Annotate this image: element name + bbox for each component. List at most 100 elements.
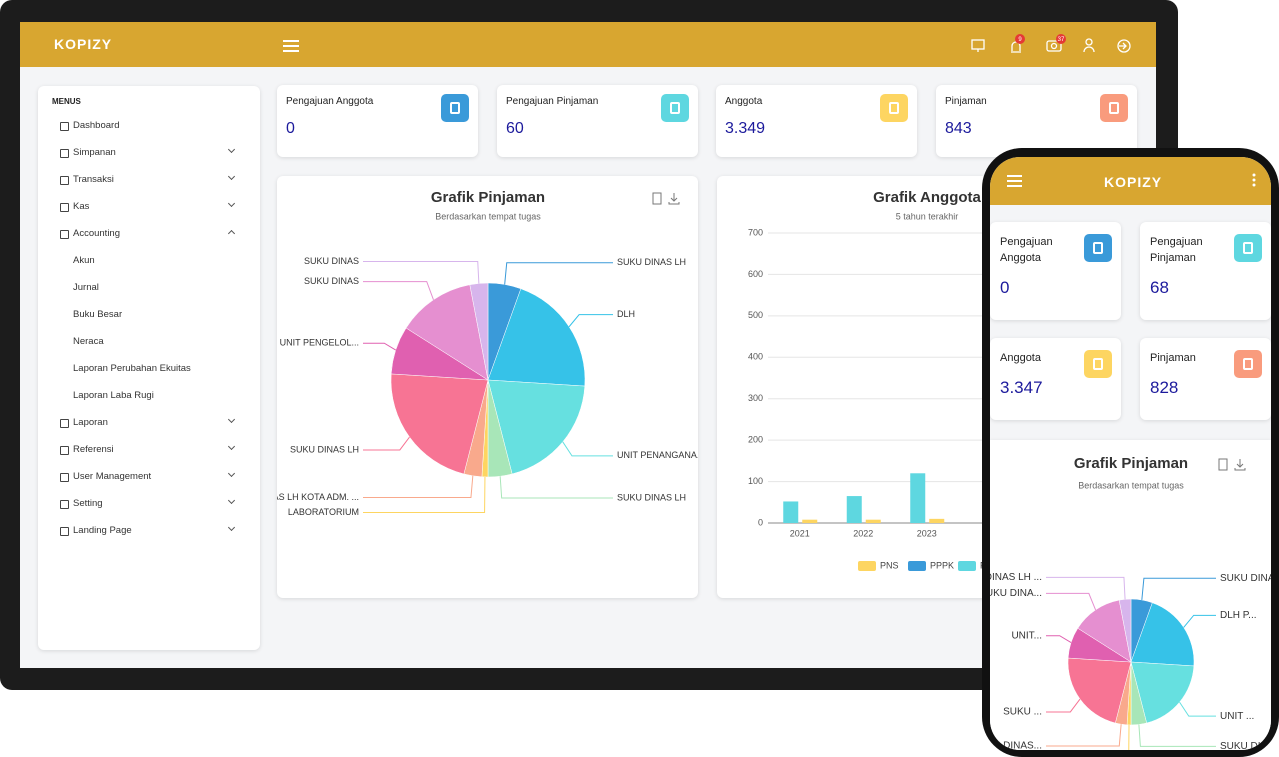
pie-slice: [487, 288, 586, 387]
leader-line: [562, 441, 613, 457]
badge-text: 37: [1058, 37, 1065, 43]
leader-line: [363, 475, 474, 499]
card-icon: [1234, 234, 1262, 262]
monitor-icon[interactable]: [971, 39, 985, 50]
pie-label: SUKU DINAS LH: [617, 492, 686, 502]
legend-swatch[interactable]: [908, 561, 926, 571]
card-icon: [1100, 94, 1128, 122]
stat-card: Pengajuan Anggota 0: [277, 85, 478, 157]
menu-item[interactable]: Landing Page: [52, 523, 242, 539]
download-icon[interactable]: [668, 193, 680, 205]
leader-line: [1046, 635, 1072, 643]
bar: [802, 519, 818, 523]
menu-label: Laporan: [73, 417, 108, 428]
header: [20, 22, 1156, 67]
leader-line: [1183, 614, 1216, 628]
card-label: Pinjaman: [945, 96, 987, 107]
card-label: Pengajuan Anggota: [286, 96, 374, 107]
legend-label[interactable]: PPPK: [930, 560, 954, 570]
pie-label: SUKU DINAS LH: [617, 257, 686, 267]
more-menu[interactable]: [1251, 172, 1257, 188]
card-label: Anggota: [725, 96, 763, 107]
menu-icon: [60, 473, 69, 482]
pie-card: Grafik Pinjaman Berdasarkan tempat tugas S…: [230, 176, 704, 598]
camera-icon[interactable]: [1046, 40, 1062, 52]
menu-item[interactable]: Accounting: [52, 228, 242, 242]
logout-icon[interactable]: [1117, 39, 1131, 53]
pie-label: UNIT ...: [1220, 711, 1254, 722]
submenu-item[interactable]: Akun: [73, 255, 95, 266]
card-value: 843: [945, 120, 972, 137]
menu-icon: [60, 500, 69, 509]
stat-card: Pengajuan Anggota 0: [990, 222, 1121, 320]
leader-line: [568, 314, 613, 328]
card-icon: [661, 94, 689, 122]
legend-swatch[interactable]: [958, 561, 976, 571]
menu-label: Transaksi: [73, 174, 114, 185]
menu-item[interactable]: Simpanan: [52, 145, 242, 161]
submenu-item[interactable]: Buku Besar: [73, 309, 123, 320]
menu-toggle[interactable]: [282, 39, 300, 53]
pie-label: SUKU ...: [1003, 707, 1042, 718]
pie-slice: [1118, 598, 1132, 663]
submenu-item[interactable]: Neraca: [73, 336, 104, 347]
menu-item[interactable]: Laporan: [52, 415, 242, 431]
pie-label: DLH P...: [1220, 610, 1257, 621]
menu-label: Referensi: [73, 444, 114, 455]
stat-card: Anggota 3.347: [990, 338, 1121, 420]
card-icon: [1084, 350, 1112, 378]
menu-icon: [60, 527, 69, 536]
menu-label: Kas: [73, 201, 90, 212]
menu-label: Landing Page: [73, 525, 132, 536]
pie-label: SUKU DINAS LH: [290, 444, 359, 454]
submenu-item[interactable]: Laporan Perubahan Ekuitas: [73, 363, 191, 374]
sidebar-heading: MENUS: [52, 97, 81, 106]
menu-item[interactable]: Referensi: [52, 442, 242, 458]
chart-title: Grafik Pinjaman: [431, 189, 545, 206]
y-tick-label: 0: [758, 517, 763, 527]
pie-label: SUKU DINAS LH ...: [990, 572, 1042, 583]
pie-chart: Grafik Pinjaman Berdasarkan tempat tugas S…: [990, 455, 1271, 750]
badge: [1056, 34, 1066, 44]
leader-line: [363, 261, 480, 284]
download-icon[interactable]: [1234, 459, 1246, 471]
leader-line: [1141, 577, 1216, 600]
export-icon[interactable]: [652, 192, 662, 205]
card-label: Pinjaman: [1150, 352, 1196, 364]
card-icon: [1234, 350, 1262, 378]
menu-item[interactable]: User Management: [52, 469, 242, 485]
submenu-item[interactable]: Jurnal: [73, 282, 99, 293]
submenu-item[interactable]: Laporan Laba Rugi: [73, 390, 154, 401]
card-icon: [880, 94, 908, 122]
chevron: [227, 229, 236, 238]
menu-item[interactable]: Setting: [52, 496, 242, 512]
logo[interactable]: KOPIZY: [1104, 174, 1163, 190]
menu-toggle[interactable]: [1007, 174, 1023, 188]
leader-line: [499, 476, 613, 499]
leader-line: [504, 262, 613, 285]
legend-label[interactable]: PNS: [880, 560, 899, 570]
export-icon[interactable]: [1218, 458, 1228, 471]
pie-label: SUKU DINAS: [304, 256, 359, 266]
user-icon[interactable]: [1085, 38, 1093, 46]
bar: [929, 518, 945, 523]
menu-icon: [60, 149, 69, 158]
card-value: 3.347: [1000, 378, 1043, 397]
pie-label: UNIT...: [1011, 630, 1042, 641]
menu-label: Simpanan: [73, 147, 116, 158]
leader-line: [1128, 724, 1130, 750]
menu-item[interactable]: Dashboard: [52, 120, 242, 134]
bar: [783, 501, 799, 523]
card-value: 828: [1150, 378, 1179, 397]
menu-item[interactable]: Transaksi: [52, 172, 242, 188]
logo[interactable]: KOPIZY: [54, 36, 113, 52]
card-label: Pengajuan Pinjaman: [1150, 236, 1203, 264]
legend-swatch[interactable]: [858, 561, 876, 571]
chevron: [227, 496, 236, 505]
menu-item[interactable]: Kas: [52, 199, 242, 215]
pie-slice: [487, 379, 586, 475]
y-tick-label: 700: [748, 227, 763, 237]
pie-slice: [390, 373, 489, 475]
badge-text: 9: [1018, 37, 1022, 43]
menu-label: Setting: [73, 498, 103, 509]
